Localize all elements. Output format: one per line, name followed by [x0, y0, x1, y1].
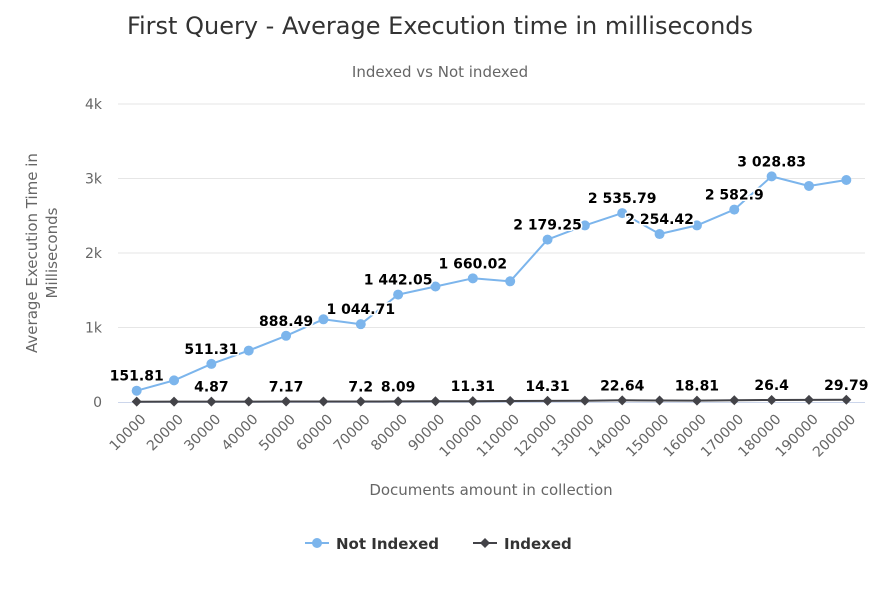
point-indexed-8[interactable]	[430, 396, 441, 407]
y-axis-title-line-1: Average Execution Time in	[23, 153, 41, 353]
legend-item-not-indexed[interactable]: Not Indexed	[305, 535, 439, 553]
y-tick-label-4: 4k	[85, 97, 103, 113]
point-indexed-5[interactable]	[318, 396, 329, 407]
point-indexed-9[interactable]	[467, 396, 478, 407]
x-tick-label-4: 50000	[256, 412, 299, 455]
y-tick-label-1: 1k	[85, 321, 103, 337]
data-label-not-indexed-17: 3 028.83	[737, 154, 806, 170]
point-not-indexed-6[interactable]	[355, 319, 366, 330]
point-not-indexed-0[interactable]	[131, 385, 142, 396]
y-tick-label-0: 0	[93, 395, 102, 411]
series-lines	[135, 175, 848, 403]
point-not-indexed-15[interactable]	[691, 220, 702, 231]
y-tick-label-3: 3k	[85, 172, 103, 188]
series-line-indexed	[135, 398, 848, 403]
x-axis-title: Documents amount in collection	[369, 481, 612, 499]
series-line-not-indexed	[135, 175, 848, 392]
point-indexed-16[interactable]	[729, 395, 740, 406]
point-not-indexed-2[interactable]	[206, 358, 217, 369]
point-indexed-6[interactable]	[355, 396, 366, 407]
point-not-indexed-10[interactable]	[505, 276, 516, 287]
point-indexed-11[interactable]	[542, 395, 553, 406]
point-indexed-15[interactable]	[691, 395, 702, 406]
data-label-indexed-6: 7.2	[348, 379, 373, 395]
y-tick-label-2: 2k	[85, 246, 103, 262]
legend-label-not-indexed: Not Indexed	[336, 535, 439, 553]
point-indexed-13[interactable]	[617, 395, 628, 406]
point-indexed-18[interactable]	[803, 394, 814, 405]
legend-marker-not-indexed	[312, 538, 322, 548]
data-label-indexed-2: 4.87	[194, 380, 229, 396]
x-tick-label-1: 20000	[144, 412, 187, 455]
x-tick-label-5: 60000	[293, 412, 336, 455]
x-tick-label-0: 10000	[107, 412, 150, 455]
legend-item-indexed[interactable]: Indexed	[473, 535, 572, 553]
data-label-not-indexed-14: 2 254.42	[625, 212, 694, 228]
data-label-indexed-11: 14.31	[525, 379, 569, 395]
point-indexed-17[interactable]	[766, 395, 777, 406]
gridlines	[118, 103, 865, 328]
data-label-indexed-15: 18.81	[675, 379, 719, 395]
data-label-not-indexed-13: 2 535.79	[588, 191, 657, 207]
point-not-indexed-14[interactable]	[654, 229, 665, 240]
series-markers	[131, 171, 852, 407]
point-not-indexed-1[interactable]	[169, 375, 180, 386]
point-indexed-0[interactable]	[131, 396, 142, 407]
data-label-indexed-7: 8.09	[381, 379, 416, 395]
data-labels: 151.81 511.31 888.49 1 044.71 1 442.05 1 660.…	[108, 153, 870, 397]
legend: Not Indexed Indexed	[305, 535, 572, 553]
point-indexed-7[interactable]	[393, 396, 404, 407]
point-not-indexed-9[interactable]	[467, 273, 478, 284]
data-label-not-indexed-0: 151.81	[110, 369, 164, 385]
data-label-indexed-19: 29.79	[824, 378, 868, 394]
data-label-not-indexed-11: 2 179.25	[513, 218, 582, 234]
data-label-not-indexed-16: 2 582.9	[705, 188, 764, 204]
data-label-not-indexed-4: 888.49	[259, 314, 313, 330]
point-indexed-3[interactable]	[243, 396, 254, 407]
data-label-not-indexed-6: 1 044.71	[326, 302, 395, 318]
point-not-indexed-4[interactable]	[281, 330, 292, 341]
legend-label-indexed: Indexed	[504, 535, 572, 553]
y-axis-title: Average Execution Time in Milliseconds	[23, 153, 61, 353]
point-indexed-2[interactable]	[206, 396, 217, 407]
data-label-not-indexed-7: 1 442.05	[364, 273, 433, 289]
point-indexed-1[interactable]	[169, 396, 180, 407]
point-not-indexed-8[interactable]	[430, 281, 441, 292]
point-not-indexed-16[interactable]	[729, 204, 740, 215]
x-tick-label-7: 80000	[368, 412, 411, 455]
point-not-indexed-17[interactable]	[766, 171, 777, 182]
x-tick-label-3: 40000	[219, 412, 262, 455]
chart-title: First Query - Average Execution time in …	[127, 12, 753, 40]
y-axis-ticks: 0 1k 2k 3k 4k	[85, 97, 103, 411]
y-axis-title-line-2: Milliseconds	[43, 207, 61, 298]
point-indexed-14[interactable]	[654, 395, 665, 406]
point-not-indexed-5[interactable]	[318, 314, 329, 325]
point-indexed-10[interactable]	[505, 396, 516, 407]
point-not-indexed-11[interactable]	[542, 234, 553, 245]
point-not-indexed-19[interactable]	[841, 174, 852, 185]
point-not-indexed-3[interactable]	[243, 345, 254, 356]
data-label-indexed-4: 7.17	[269, 379, 304, 395]
data-label-indexed-13: 22.64	[600, 378, 645, 394]
data-label-indexed-9: 11.31	[451, 379, 495, 395]
point-indexed-4[interactable]	[281, 396, 292, 407]
point-indexed-19[interactable]	[841, 394, 852, 405]
point-not-indexed-7[interactable]	[393, 289, 404, 300]
data-label-not-indexed-2: 511.31	[184, 342, 238, 358]
point-indexed-12[interactable]	[579, 395, 590, 406]
x-axis-ticks: 1000020000300004000050000600007000080000…	[107, 412, 859, 461]
x-tick-label-6: 70000	[331, 412, 374, 455]
point-not-indexed-13[interactable]	[617, 208, 628, 219]
x-tick-label-2: 30000	[181, 412, 224, 455]
legend-marker-indexed	[480, 538, 490, 548]
data-label-not-indexed-9: 1 660.02	[439, 256, 508, 272]
point-not-indexed-18[interactable]	[803, 180, 814, 191]
chart-subtitle: Indexed vs Not indexed	[352, 63, 528, 81]
data-label-indexed-17: 26.4	[754, 378, 789, 394]
point-not-indexed-12[interactable]	[579, 220, 590, 231]
